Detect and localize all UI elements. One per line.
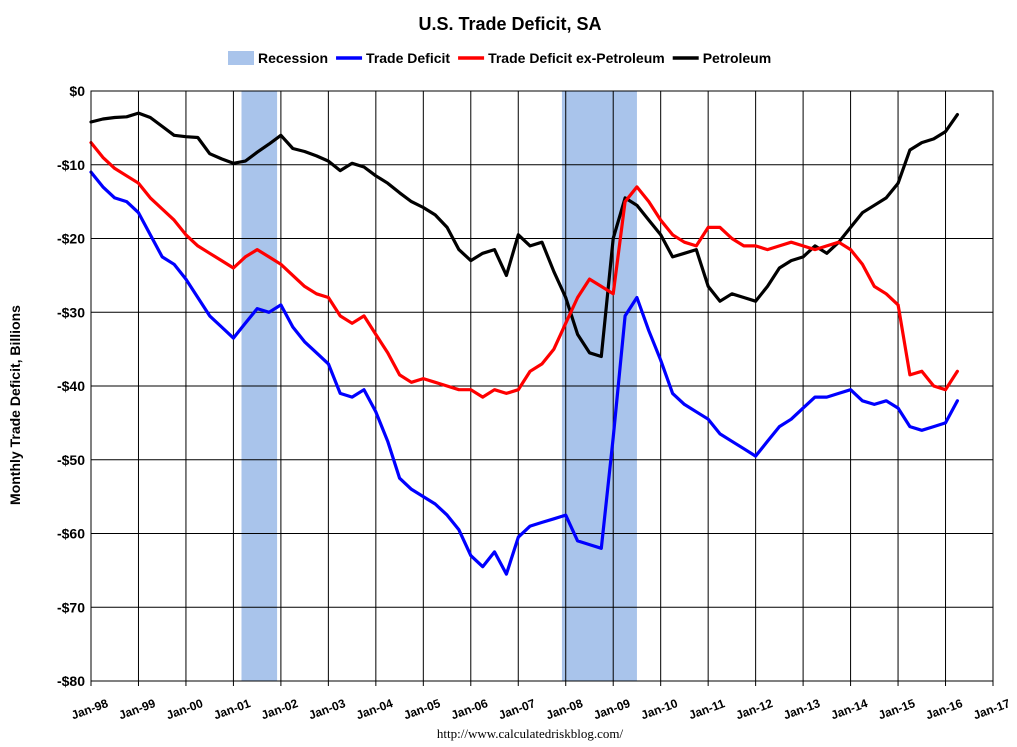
- y-tick-label: -$40: [57, 378, 85, 394]
- y-tick-label: -$10: [57, 157, 85, 173]
- legend-label: Trade Deficit: [366, 50, 450, 66]
- series-line-trade-deficit-ex-petroleum: [89, 141, 959, 399]
- legend-item: Trade Deficit: [336, 50, 450, 66]
- legend-item: Recession: [228, 50, 328, 66]
- y-tick-label: -$60: [57, 526, 85, 542]
- plot-frame: [90, 90, 994, 682]
- y-tick-label: -$50: [57, 452, 85, 468]
- legend-label: Recession: [258, 50, 328, 66]
- legend: Recession Trade Deficit Trade Deficit ex-P…: [228, 50, 771, 66]
- y-tick-label: $0: [69, 83, 85, 99]
- series-lines: [89, 111, 959, 576]
- series-line-trade-deficit: [89, 170, 959, 576]
- y-tick-label: -$70: [57, 599, 85, 615]
- chart-title: U.S. Trade Deficit, SA: [418, 14, 601, 34]
- source-url: http://www.calculatedriskblog.com/: [437, 726, 624, 741]
- legend-label: Trade Deficit ex-Petroleum: [488, 50, 665, 66]
- y-axis-title: Monthly Trade Deficit, Billions: [7, 305, 23, 505]
- y-axis-ticks: $0 -$10 -$20 -$30 -$40 -$50 -$60 -$70 -$80: [57, 83, 85, 689]
- y-tick-label: -$30: [57, 304, 85, 320]
- legend-item: Trade Deficit ex-Petroleum: [458, 50, 665, 66]
- y-tick-label: -$80: [57, 673, 85, 689]
- legend-swatch: [228, 51, 254, 65]
- y-tick-label: -$20: [57, 231, 85, 247]
- legend-label: Petroleum: [703, 50, 771, 66]
- legend-item: Petroleum: [672, 50, 771, 66]
